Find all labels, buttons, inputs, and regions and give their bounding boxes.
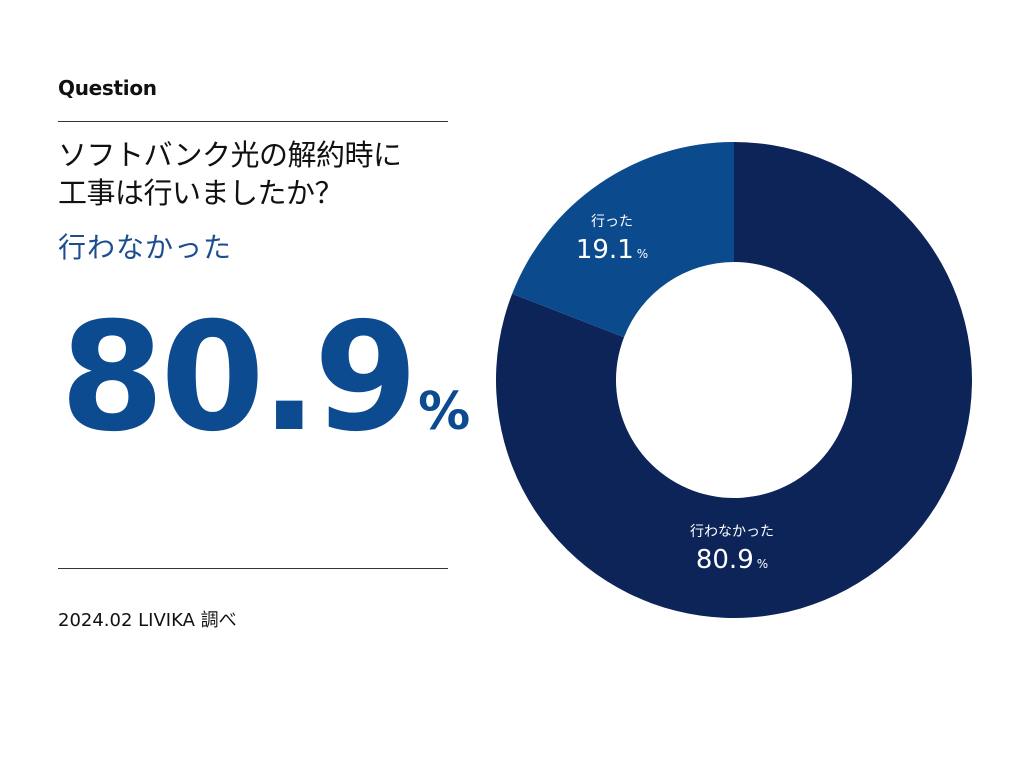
donut-slice-0	[496, 142, 972, 618]
question-text: ソフトバンク光の解約時に 工事は行いましたか？	[58, 138, 402, 210]
source-note: 2024.02 LIVIKA 調べ	[58, 610, 237, 631]
slice-label-value-1: 19.1%	[576, 235, 648, 265]
slice-label-name-0: 行わなかった	[690, 524, 774, 540]
left-panel: Question ソフトバンク光の解約時に 工事は行いましたか？ 行わなかった …	[58, 0, 470, 768]
question-label: Question	[58, 76, 157, 100]
slice-label-unit-0: %	[757, 557, 768, 571]
slice-label-unit-1: %	[637, 247, 648, 261]
donut-slice-1	[512, 142, 734, 338]
highlight-answer-label: 行わなかった	[58, 231, 233, 264]
donut-chart: 行わなかった 80.9% 行った 19.1%	[484, 130, 984, 630]
highlight-value: 80.9	[60, 291, 418, 465]
highlight-unit: %	[418, 382, 471, 442]
slice-label-name-1: 行った	[591, 214, 633, 230]
top-divider	[58, 121, 448, 122]
bottom-divider	[58, 568, 448, 569]
highlight-percentage: 80.9%	[60, 298, 470, 458]
